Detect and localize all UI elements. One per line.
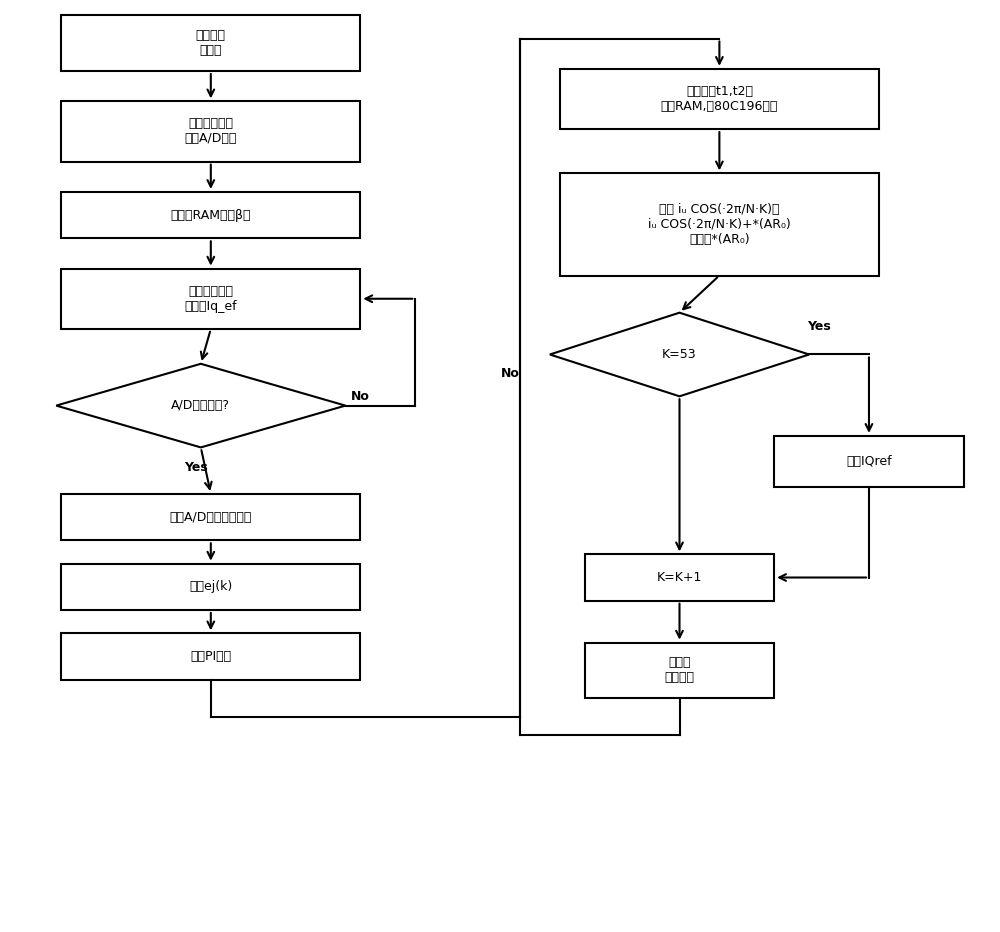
Bar	[560, 69, 879, 130]
Text: 计算 iᵤ COS(·2π/N·K)和
iᵤ COS(·2π/N·K)+*(AR₀)
结果存*(AR₀): 计算 iᵤ COS(·2π/N·K)和 iᵤ COS(·2π/N·K)+*(AR…	[648, 203, 791, 246]
Text: No: No	[501, 366, 519, 379]
Bar	[61, 268, 360, 329]
Text: Yes: Yes	[184, 461, 208, 474]
Text: 取上次电网周
波所得Iq_ef: 取上次电网周 波所得Iq_ef	[184, 285, 237, 313]
Bar	[585, 642, 774, 698]
Text: 读取A/D转换值并分存: 读取A/D转换值并分存	[170, 511, 252, 524]
Bar	[61, 494, 360, 541]
Text: 计算ej(k): 计算ej(k)	[189, 581, 232, 594]
Polygon shape	[56, 363, 345, 447]
Text: 从双向RAM中取β值: 从双向RAM中取β值	[171, 209, 251, 222]
Bar	[585, 555, 774, 601]
Text: 开中断
中断返回: 开中断 中断返回	[664, 656, 694, 684]
Text: 三相PI运算: 三相PI运算	[190, 650, 231, 663]
Text: 中断进入
关中断: 中断进入 关中断	[196, 29, 226, 57]
Text: K=K+1: K=K+1	[657, 571, 702, 584]
Text: 计算IQref: 计算IQref	[846, 455, 892, 468]
Bar	[61, 15, 360, 71]
Text: 开交流侧全部
电流A/D转换: 开交流侧全部 电流A/D转换	[185, 117, 237, 145]
Polygon shape	[550, 312, 809, 396]
Bar	[61, 102, 360, 161]
Bar	[61, 633, 360, 679]
Text: K=53: K=53	[662, 348, 697, 361]
Text: No: No	[351, 390, 370, 403]
Text: 计算三组t1,t2送
双向RAM,待80C196调用: 计算三组t1,t2送 双向RAM,待80C196调用	[661, 85, 778, 113]
Bar	[61, 564, 360, 610]
Text: Yes: Yes	[807, 320, 831, 333]
Bar	[560, 173, 879, 276]
Text: A/D转换结束?: A/D转换结束?	[171, 399, 230, 412]
Bar	[61, 192, 360, 239]
Bar	[774, 436, 964, 487]
